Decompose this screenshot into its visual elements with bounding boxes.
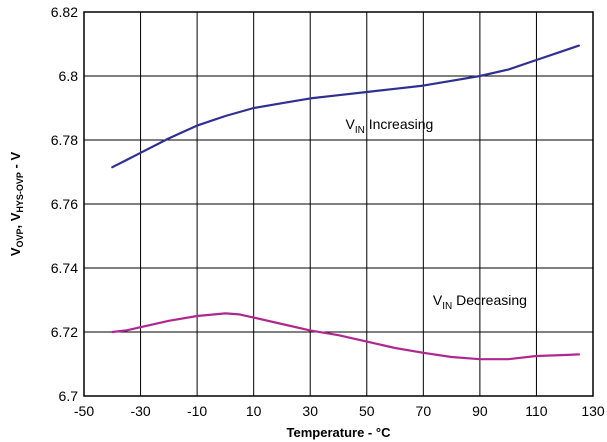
series-label-main: V	[345, 116, 355, 132]
y-tick-label: 6.82	[51, 4, 78, 20]
y-tick-label: 6.7	[59, 388, 79, 404]
series-line-increasing	[111, 44, 581, 169]
x-tick-label: 130	[581, 403, 605, 419]
x-tick-label: 10	[246, 403, 262, 419]
series-label-main: V	[433, 292, 443, 308]
series-label-decreasing: VIN Decreasing	[433, 292, 527, 312]
y-axis-title-v1: V	[8, 247, 23, 256]
y-tick-label: 6.8	[59, 68, 79, 84]
y-axis-title-unit: - V	[8, 152, 23, 173]
y-tick-label: 6.72	[51, 324, 78, 340]
y-tick-label: 6.76	[51, 196, 78, 212]
x-tick-label: 70	[416, 403, 432, 419]
series-label-sub: IN	[442, 301, 452, 312]
y-axis-title-sub1: OVP	[15, 228, 25, 247]
x-axis-title: Temperature - °C	[287, 425, 392, 440]
y-tick-label: 6.74	[51, 260, 78, 276]
series-label-sub: IN	[355, 125, 365, 136]
series-label-increasing: VIN Increasing	[345, 116, 433, 136]
series-label-rest: Increasing	[365, 116, 433, 132]
grid	[84, 12, 593, 396]
x-tick-label: 50	[359, 403, 375, 419]
y-axis-title-sub2: HYS-OVP	[15, 172, 25, 213]
y-tick-label: 6.78	[51, 132, 78, 148]
x-tick-label: 30	[302, 403, 318, 419]
x-tick-label: -10	[187, 403, 207, 419]
y-axis-title-v2: , V	[8, 212, 23, 228]
x-tick-labels: -50 -30 -10 10 30 50 70 90 110 130	[74, 403, 605, 419]
plot-frame	[83, 11, 594, 397]
x-tick-label: -50	[74, 403, 94, 419]
y-axis-title: VOVP, VHYS-OVP - V	[8, 152, 25, 257]
series-line-decreasing	[111, 312, 581, 361]
series-label-rest: Decreasing	[452, 292, 527, 308]
series-group	[111, 44, 581, 361]
y-tick-labels: 6.7 6.72 6.74 6.76 6.78 6.8 6.82	[51, 4, 78, 404]
x-tick-label: 90	[472, 403, 488, 419]
x-tick-label: -30	[130, 403, 150, 419]
x-tick-label: 110	[525, 403, 548, 419]
